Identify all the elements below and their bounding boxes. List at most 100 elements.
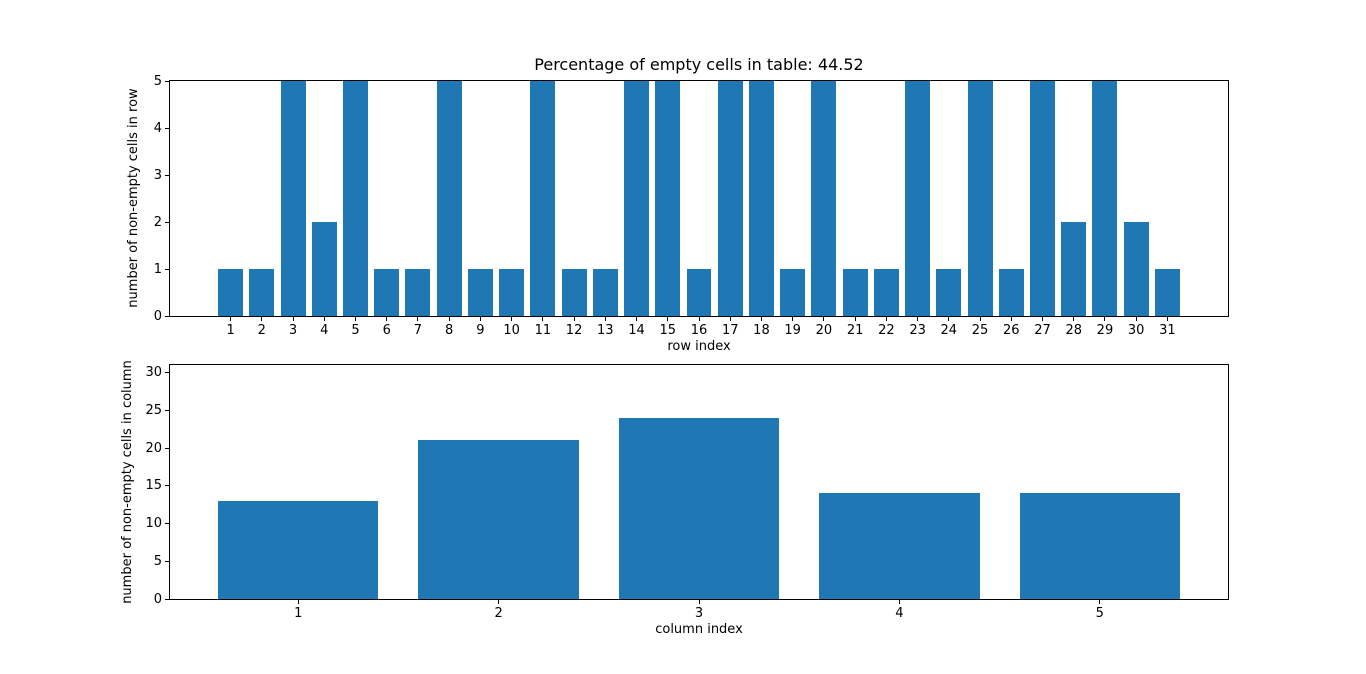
x-tick-label: 12 <box>565 323 583 338</box>
bar-row-index-20 <box>811 81 837 316</box>
bar-row-index-26 <box>998 269 1024 316</box>
x-tick-mark <box>230 317 232 321</box>
x-tick-mark <box>885 317 887 321</box>
bar-row-index-16 <box>686 269 712 316</box>
bar-row-index-6 <box>374 269 400 316</box>
column-chart-xlabel: column index <box>655 622 743 637</box>
y-tick-mark <box>165 174 169 176</box>
y-tick-label: 3 <box>153 167 162 183</box>
x-tick-mark <box>667 317 669 321</box>
x-tick-mark <box>1010 317 1012 321</box>
bar-row-index-28 <box>1061 222 1087 316</box>
x-tick-mark <box>1104 317 1106 321</box>
x-tick-mark <box>1099 600 1101 604</box>
y-tick-mark <box>165 221 169 223</box>
x-tick-mark <box>297 600 299 604</box>
x-tick-label: 3 <box>694 606 704 621</box>
x-tick-label: 2 <box>494 606 503 621</box>
x-tick-mark <box>573 317 575 321</box>
bar-row-index-24 <box>936 269 962 316</box>
x-tick-label: 14 <box>628 323 645 338</box>
y-tick-mark <box>165 523 169 525</box>
x-tick-label: 1 <box>294 606 303 621</box>
x-tick-mark <box>729 317 731 321</box>
x-tick-label: 4 <box>895 606 904 621</box>
bar-row-index-15 <box>655 81 681 316</box>
y-tick-mark <box>165 80 169 82</box>
y-tick-mark <box>165 560 169 562</box>
x-tick-label: 15 <box>659 323 677 338</box>
y-tick-mark <box>165 409 169 411</box>
y-tick-label: 4 <box>153 120 162 136</box>
x-tick-label: 23 <box>909 323 926 338</box>
y-tick-mark <box>165 447 169 449</box>
y-tick-label: 10 <box>145 516 162 532</box>
bar-column-index-5 <box>1019 493 1180 599</box>
bar-row-index-1 <box>218 269 244 316</box>
bar-row-index-10 <box>499 269 525 316</box>
x-tick-label: 20 <box>815 323 833 338</box>
y-tick-label: 25 <box>145 402 162 418</box>
y-tick-mark <box>165 315 169 317</box>
x-tick-mark <box>448 317 450 321</box>
x-tick-mark <box>261 317 263 321</box>
x-tick-label: 5 <box>351 323 360 338</box>
bar-column-index-3 <box>618 417 780 599</box>
bar-row-index-25 <box>967 81 993 316</box>
bar-row-index-12 <box>561 269 587 316</box>
y-tick-mark <box>165 268 169 270</box>
x-tick-label: 30 <box>1127 323 1145 338</box>
bar-row-index-18 <box>748 81 774 316</box>
x-tick-mark <box>292 317 294 321</box>
bar-row-index-21 <box>842 269 868 316</box>
y-tick-label: 30 <box>145 365 162 381</box>
chart-title: Percentage of empty cells in table: 44.5… <box>534 55 864 74</box>
x-tick-label: 17 <box>721 323 739 338</box>
bar-row-index-23 <box>905 81 931 316</box>
x-tick-label: 27 <box>1034 323 1051 338</box>
x-tick-mark <box>854 317 856 321</box>
x-tick-mark <box>604 317 606 321</box>
bar-row-index-31 <box>1154 269 1180 316</box>
bar-row-index-30 <box>1123 222 1149 316</box>
y-tick-label: 5 <box>153 553 162 569</box>
x-tick-mark <box>823 317 825 321</box>
x-tick-label: 5 <box>1095 606 1104 621</box>
x-tick-mark <box>1135 317 1137 321</box>
x-tick-label: 21 <box>846 323 864 338</box>
bar-row-index-22 <box>873 269 899 316</box>
bar-row-index-13 <box>592 269 618 316</box>
y-tick-mark <box>165 372 169 374</box>
y-tick-mark <box>165 485 169 487</box>
x-tick-label: 29 <box>1096 323 1114 338</box>
x-tick-mark <box>511 317 513 321</box>
x-tick-label: 13 <box>597 323 614 338</box>
bar-row-index-11 <box>530 81 556 316</box>
bar-row-index-5 <box>343 81 368 316</box>
x-tick-label: 24 <box>940 323 958 338</box>
bar-row-index-14 <box>624 81 650 316</box>
y-tick-label: 0 <box>153 591 162 607</box>
y-tick-label: 5 <box>153 73 162 89</box>
x-tick-label: 3 <box>288 323 298 338</box>
column-chart-axes <box>169 364 1229 600</box>
bar-row-index-2 <box>249 269 275 316</box>
x-tick-mark <box>948 317 950 321</box>
x-tick-mark <box>898 600 900 604</box>
row-chart-xlabel: row index <box>667 339 731 354</box>
bar-row-index-29 <box>1092 81 1118 316</box>
y-tick-label: 15 <box>145 478 162 494</box>
x-tick-mark <box>792 317 794 321</box>
x-tick-mark <box>1042 317 1043 321</box>
x-tick-label: 25 <box>971 323 989 338</box>
x-tick-label: 31 <box>1159 323 1176 338</box>
x-tick-mark <box>760 317 762 321</box>
x-tick-label: 26 <box>1002 323 1020 338</box>
x-tick-label: 8 <box>445 323 454 338</box>
x-tick-mark <box>479 317 481 321</box>
x-tick-label: 28 <box>1065 323 1082 338</box>
x-tick-label: 7 <box>413 323 423 338</box>
x-tick-label: 19 <box>784 323 801 338</box>
bar-row-index-19 <box>780 269 806 316</box>
